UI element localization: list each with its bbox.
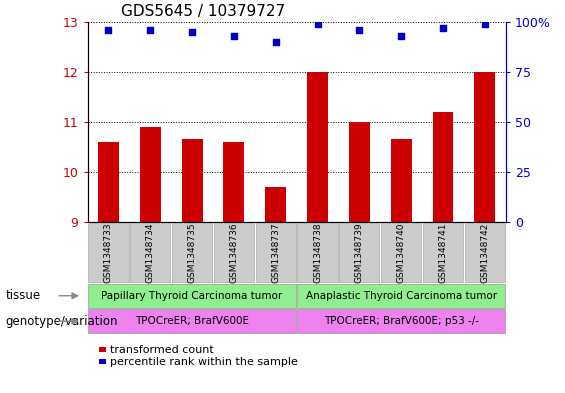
Text: GSM1348741: GSM1348741 bbox=[438, 222, 447, 283]
Text: TPOCreER; BrafV600E; p53 -/-: TPOCreER; BrafV600E; p53 -/- bbox=[324, 316, 479, 326]
Text: GSM1348740: GSM1348740 bbox=[397, 222, 406, 283]
Bar bbox=[266, 187, 286, 222]
Bar bbox=[423, 223, 463, 282]
Point bbox=[313, 20, 322, 27]
Text: transformed count: transformed count bbox=[110, 345, 214, 355]
Point bbox=[438, 24, 447, 31]
Bar bbox=[297, 309, 505, 333]
Text: GSM1348737: GSM1348737 bbox=[271, 222, 280, 283]
Text: TPOCreER; BrafV600E: TPOCreER; BrafV600E bbox=[135, 316, 249, 326]
Bar bbox=[99, 359, 106, 364]
Bar bbox=[140, 127, 161, 222]
Text: genotype/variation: genotype/variation bbox=[6, 315, 118, 328]
Bar bbox=[88, 284, 296, 308]
Bar bbox=[130, 223, 171, 282]
Bar bbox=[391, 140, 412, 222]
Text: percentile rank within the sample: percentile rank within the sample bbox=[110, 356, 298, 367]
Bar bbox=[433, 112, 453, 222]
Text: tissue: tissue bbox=[6, 289, 41, 302]
Text: GSM1348736: GSM1348736 bbox=[229, 222, 238, 283]
Bar bbox=[182, 140, 202, 222]
Point bbox=[146, 26, 155, 33]
Bar bbox=[224, 142, 244, 222]
Text: GSM1348742: GSM1348742 bbox=[480, 222, 489, 283]
Bar bbox=[307, 72, 328, 222]
Text: GSM1348735: GSM1348735 bbox=[188, 222, 197, 283]
Bar bbox=[297, 284, 505, 308]
Text: GSM1348739: GSM1348739 bbox=[355, 222, 364, 283]
Point bbox=[355, 26, 364, 33]
Bar bbox=[88, 309, 296, 333]
Bar bbox=[99, 347, 106, 352]
Bar bbox=[88, 223, 129, 282]
Bar bbox=[214, 223, 254, 282]
Point bbox=[480, 20, 489, 27]
Bar bbox=[349, 122, 370, 222]
Text: Anaplastic Thyroid Carcinoma tumor: Anaplastic Thyroid Carcinoma tumor bbox=[306, 291, 497, 301]
Point bbox=[229, 33, 238, 39]
Text: GSM1348733: GSM1348733 bbox=[104, 222, 113, 283]
Text: Papillary Thyroid Carcinoma tumor: Papillary Thyroid Carcinoma tumor bbox=[102, 291, 282, 301]
Bar bbox=[339, 223, 380, 282]
Bar bbox=[297, 223, 338, 282]
Text: GSM1348734: GSM1348734 bbox=[146, 222, 155, 283]
Bar bbox=[172, 223, 212, 282]
Bar bbox=[464, 223, 505, 282]
Bar bbox=[98, 142, 119, 222]
Point bbox=[397, 33, 406, 39]
Point bbox=[188, 28, 197, 35]
Point bbox=[271, 39, 280, 45]
Text: GSM1348738: GSM1348738 bbox=[313, 222, 322, 283]
Bar bbox=[255, 223, 296, 282]
Bar bbox=[381, 223, 421, 282]
Point bbox=[104, 26, 113, 33]
Bar bbox=[475, 72, 496, 222]
Text: GDS5645 / 10379727: GDS5645 / 10379727 bbox=[121, 4, 285, 19]
